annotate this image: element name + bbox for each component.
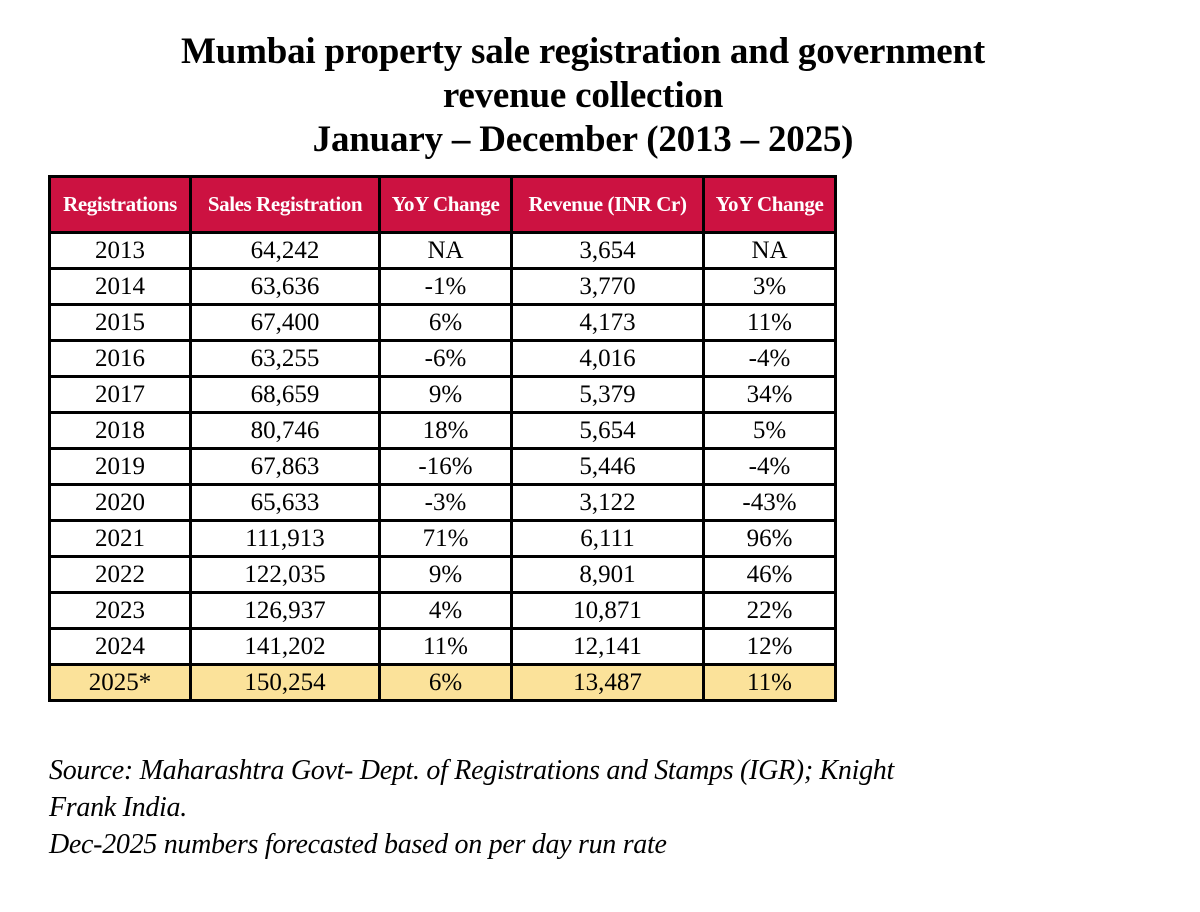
header-sales-yoy-change: YoY Change	[378, 175, 513, 234]
cell-revenue-yoy: -43%	[702, 483, 837, 522]
cell-revenue: 3,122	[510, 483, 705, 522]
source-line-1: Source: Maharashtra Govt- Dept. of Regis…	[49, 755, 894, 786]
title-line-3: January – December (2013 – 2025)	[312, 119, 854, 160]
cell-revenue: 6,111	[510, 519, 705, 558]
cell-sales-yoy: 9%	[378, 555, 513, 594]
cell-year: 2019	[48, 447, 192, 486]
cell-sales-yoy: -6%	[378, 339, 513, 378]
table-row: 2014 63,636 -1% 3,770 3%	[48, 267, 837, 306]
cell-year: 2025*	[48, 663, 192, 702]
cell-sales-yoy: 6%	[378, 663, 513, 702]
cell-sales-yoy: 4%	[378, 591, 513, 630]
cell-revenue-yoy: 34%	[702, 375, 837, 414]
cell-year: 2021	[48, 519, 192, 558]
cell-revenue: 5,654	[510, 411, 705, 450]
cell-revenue-yoy: -4%	[702, 447, 837, 486]
table-row: 2022 122,035 9% 8,901 46%	[48, 555, 837, 594]
cell-sales-yoy: 71%	[378, 519, 513, 558]
title-line-2: revenue collection	[442, 75, 724, 116]
table-row: 2017 68,659 9% 5,379 34%	[48, 375, 837, 414]
cell-sales-registration: 65,633	[189, 483, 381, 522]
table-row: 2021 111,913 71% 6,111 96%	[48, 519, 837, 558]
cell-sales-registration: 67,863	[189, 447, 381, 486]
cell-sales-registration: 63,255	[189, 339, 381, 378]
cell-sales-registration: 126,937	[189, 591, 381, 630]
registration-revenue-table: Registrations Sales Registration YoY Cha…	[48, 175, 837, 702]
table-row: 2025* 150,254 6% 13,487 11%	[48, 663, 837, 702]
cell-sales-yoy: -16%	[378, 447, 513, 486]
cell-sales-yoy: 6%	[378, 303, 513, 342]
cell-sales-yoy: NA	[378, 231, 513, 270]
header-revenue: Revenue (INR Cr)	[510, 175, 705, 234]
cell-sales-registration: 63,636	[189, 267, 381, 306]
cell-revenue: 12,141	[510, 627, 705, 666]
title-line-1: Mumbai property sale registration and go…	[180, 31, 985, 72]
cell-revenue: 8,901	[510, 555, 705, 594]
cell-sales-yoy: 11%	[378, 627, 513, 666]
cell-sales-yoy: -1%	[378, 267, 513, 306]
cell-revenue: 3,654	[510, 231, 705, 270]
table-body: 2013 64,242 NA 3,654 NA 2014 63,636 -1% 3,770 3% 2…	[48, 231, 837, 702]
table-row: 2023 126,937 4% 10,871 22%	[48, 591, 837, 630]
cell-revenue: 4,173	[510, 303, 705, 342]
table-header-row: Registrations Sales Registration YoY Cha…	[48, 175, 837, 234]
table-row: 2020 65,633 -3% 3,122 -43%	[48, 483, 837, 522]
cell-year: 2022	[48, 555, 192, 594]
cell-sales-yoy: -3%	[378, 483, 513, 522]
page-title: Mumbai property sale registration and go…	[0, 30, 1166, 162]
cell-year: 2024	[48, 627, 192, 666]
table-row: 2016 63,255 -6% 4,016 -4%	[48, 339, 837, 378]
cell-sales-registration: 122,035	[189, 555, 381, 594]
cell-revenue-yoy: 96%	[702, 519, 837, 558]
cell-revenue: 10,871	[510, 591, 705, 630]
cell-year: 2023	[48, 591, 192, 630]
cell-revenue-yoy: 46%	[702, 555, 837, 594]
cell-revenue-yoy: NA	[702, 231, 837, 270]
cell-revenue: 4,016	[510, 339, 705, 378]
header-revenue-yoy-change: YoY Change	[702, 175, 837, 234]
cell-sales-registration: 111,913	[189, 519, 381, 558]
cell-revenue-yoy: -4%	[702, 339, 837, 378]
source-line-2: Frank India.	[49, 792, 187, 823]
cell-year: 2016	[48, 339, 192, 378]
cell-sales-registration: 150,254	[189, 663, 381, 702]
cell-sales-yoy: 18%	[378, 411, 513, 450]
cell-sales-registration: 64,242	[189, 231, 381, 270]
table-row: 2019 67,863 -16% 5,446 -4%	[48, 447, 837, 486]
cell-revenue: 5,379	[510, 375, 705, 414]
table-row: 2024 141,202 11% 12,141 12%	[48, 627, 837, 666]
header-registrations: Registrations	[48, 175, 192, 234]
cell-sales-registration: 67,400	[189, 303, 381, 342]
cell-year: 2014	[48, 267, 192, 306]
cell-revenue-yoy: 5%	[702, 411, 837, 450]
cell-year: 2013	[48, 231, 192, 270]
cell-revenue: 3,770	[510, 267, 705, 306]
table-row: 2015 67,400 6% 4,173 11%	[48, 303, 837, 342]
forecast-note: Dec-2025 numbers forecasted based on per…	[49, 829, 667, 860]
source-note: Source: Maharashtra Govt- Dept. of Regis…	[49, 752, 1149, 863]
cell-year: 2015	[48, 303, 192, 342]
cell-revenue-yoy: 3%	[702, 267, 837, 306]
table-row: 2018 80,746 18% 5,654 5%	[48, 411, 837, 450]
cell-year: 2017	[48, 375, 192, 414]
cell-revenue-yoy: 22%	[702, 591, 837, 630]
cell-revenue: 5,446	[510, 447, 705, 486]
cell-sales-registration: 80,746	[189, 411, 381, 450]
cell-sales-registration: 68,659	[189, 375, 381, 414]
cell-sales-yoy: 9%	[378, 375, 513, 414]
cell-year: 2020	[48, 483, 192, 522]
cell-revenue-yoy: 11%	[702, 663, 837, 702]
cell-revenue-yoy: 11%	[702, 303, 837, 342]
cell-revenue: 13,487	[510, 663, 705, 702]
cell-revenue-yoy: 12%	[702, 627, 837, 666]
table-row: 2013 64,242 NA 3,654 NA	[48, 231, 837, 270]
cell-year: 2018	[48, 411, 192, 450]
cell-sales-registration: 141,202	[189, 627, 381, 666]
header-sales-registration: Sales Registration	[189, 175, 381, 234]
